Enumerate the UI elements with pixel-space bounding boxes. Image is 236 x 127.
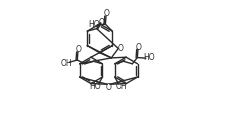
Text: O: O <box>118 44 124 53</box>
Text: O: O <box>106 83 112 92</box>
Text: HO: HO <box>88 20 100 29</box>
Text: HO: HO <box>90 82 101 91</box>
Text: O: O <box>136 43 142 52</box>
Text: OH: OH <box>116 82 127 91</box>
Text: O: O <box>104 9 110 18</box>
Text: O: O <box>76 45 82 54</box>
Text: HO: HO <box>143 53 155 62</box>
Text: O: O <box>99 18 105 27</box>
Text: OH: OH <box>60 59 72 68</box>
